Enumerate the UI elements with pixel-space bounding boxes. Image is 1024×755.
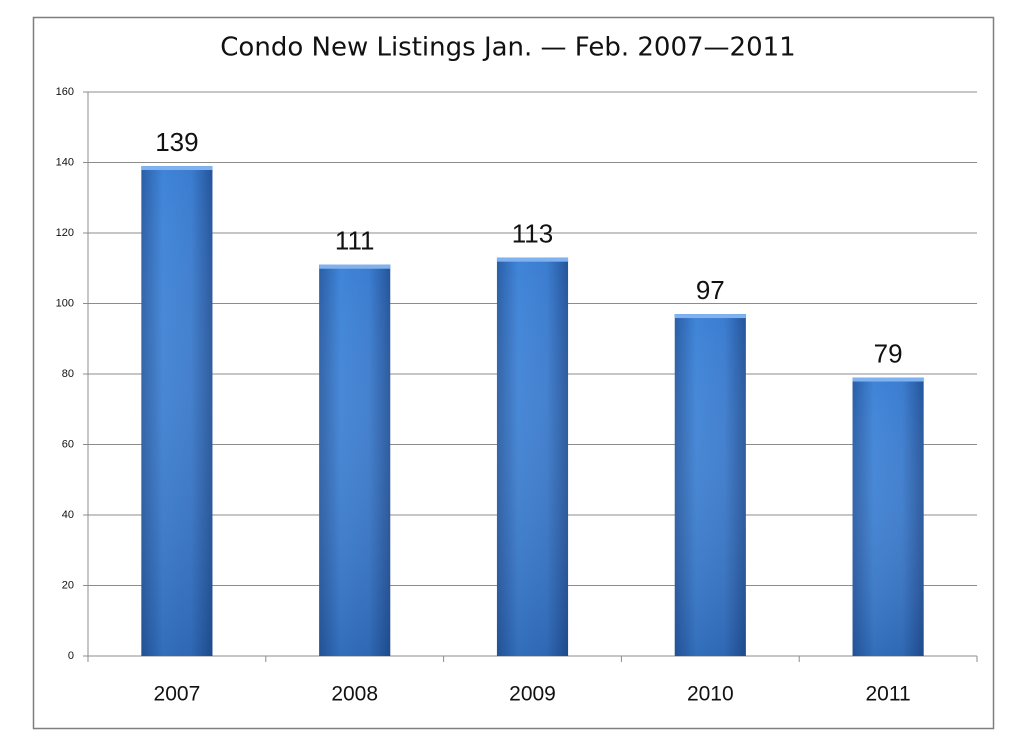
bar-shade: [319, 264, 391, 656]
bar-shade: [496, 257, 569, 656]
bar-cap: [496, 257, 569, 262]
bar-cap: [141, 166, 213, 171]
y-tick-label: 80: [62, 368, 74, 380]
data-label: 111: [335, 226, 375, 256]
x-tick-label: 2009: [509, 683, 556, 706]
x-tick-label: 2011: [866, 683, 911, 706]
chart-title: Condo New Listings Jan. — Feb. 2007—2011: [220, 33, 795, 63]
y-tick-label: 60: [62, 438, 74, 450]
y-tick-label: 100: [56, 297, 74, 309]
y-tick-label: 120: [56, 227, 74, 239]
y-tick-label: 20: [62, 579, 74, 591]
y-tick-label: 40: [62, 509, 74, 521]
bar-cap: [319, 264, 391, 269]
data-label: 97: [696, 275, 725, 305]
data-label: 113: [512, 219, 553, 249]
bar-cap: [852, 377, 924, 382]
bar-cap: [674, 314, 746, 319]
x-tick-label: 2008: [331, 683, 378, 706]
y-tick-label: 0: [68, 650, 74, 662]
bar-shade: [141, 166, 213, 656]
data-label: 139: [155, 127, 198, 157]
bar-shade: [674, 314, 746, 656]
bar-shade: [852, 377, 924, 656]
y-tick-label: 160: [56, 86, 74, 98]
y-tick-label: 140: [56, 156, 74, 168]
x-tick-label: 2010: [687, 683, 734, 706]
x-tick-label: 2007: [154, 683, 201, 706]
data-label: 79: [874, 338, 903, 368]
